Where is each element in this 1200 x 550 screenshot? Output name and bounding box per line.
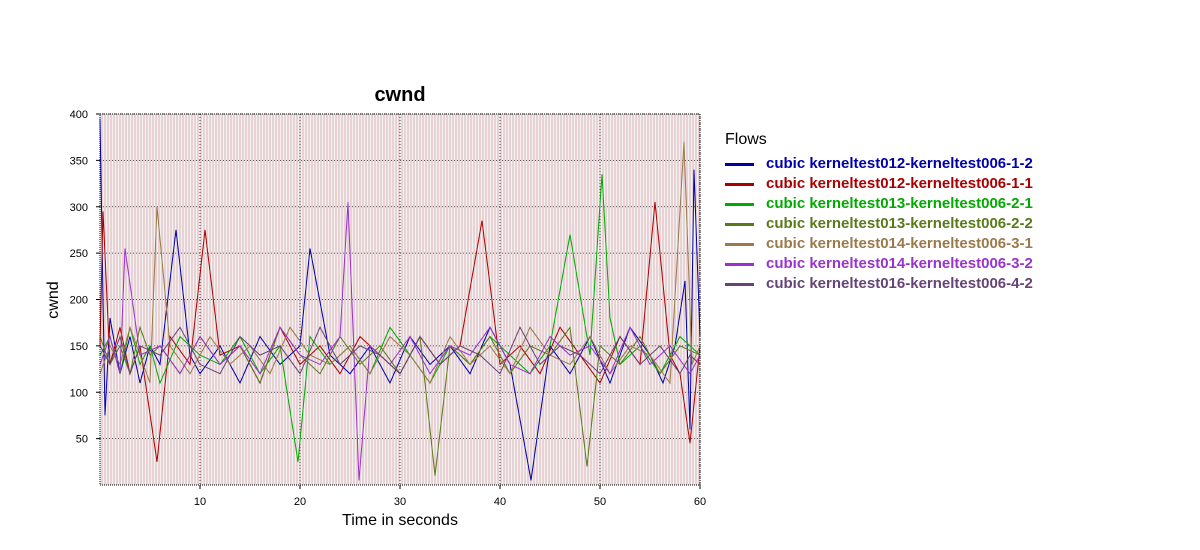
legend-item: cubic kerneltest014-kerneltest006-3-1 [725,234,1033,254]
x-tick-label: 20 [294,496,306,508]
legend-label: cubic kerneltest014-kerneltest006-3-2 [766,255,1033,272]
legend-item: cubic kerneltest014-kerneltest006-3-2 [725,254,1033,274]
y-tick-label: 100 [70,387,88,399]
legend-label: cubic kerneltest013-kerneltest006-2-1 [766,195,1033,212]
legend-item: cubic kerneltest012-kerneltest006-1-1 [725,174,1033,194]
legend-title: Flows [725,131,767,148]
series-lines [99,118,701,481]
legend-label: cubic kerneltest012-kerneltest006-1-1 [766,175,1033,192]
x-tick-label: 10 [194,496,206,508]
y-tick-label: 200 [70,295,88,307]
legend-item: cubic kerneltest013-kerneltest006-2-2 [725,214,1033,234]
legend-swatch [725,162,754,166]
series-line [99,174,701,462]
y-tick-label: 250 [70,248,88,260]
legend-item: cubic kerneltest013-kerneltest006-2-1 [725,194,1033,214]
series-line [99,326,701,376]
legend-item: cubic kerneltest012-kerneltest006-1-2 [725,154,1033,174]
series-line [99,118,701,481]
y-tick-label: 50 [76,434,88,446]
y-tick-label: 150 [70,341,88,353]
y-tick-label: 300 [70,202,88,214]
x-tick-label: 30 [394,496,406,508]
x-tick-label: 50 [594,496,606,508]
legend-item: cubic kerneltest016-kerneltest006-4-2 [725,274,1033,294]
y-tick-label: 400 [70,109,88,121]
background-stripes [101,114,700,485]
legend-swatch [725,242,754,246]
legend-items: cubic kerneltest012-kerneltest006-1-2 cub… [725,154,1033,294]
x-axis-label: Time in seconds [342,512,458,529]
legend-swatch [725,262,754,266]
legend-label: cubic kerneltest016-kerneltest006-4-2 [766,275,1033,292]
x-axis-ticks: 10 20 30 40 50 60 [194,485,706,508]
legend-swatch [725,282,754,286]
y-axis-label: cwnd [45,281,62,318]
legend-swatch [725,182,754,186]
x-tick-label: 60 [694,496,706,508]
legend-label: cubic kerneltest013-kerneltest006-2-2 [766,215,1033,232]
legend-label: cubic kerneltest014-kerneltest006-3-1 [766,235,1033,252]
legend-swatch [725,222,754,226]
y-tick-label: 350 [70,155,88,167]
series-line [99,325,701,476]
chart-title: cwnd [374,84,425,106]
legend-label: cubic kerneltest012-kerneltest006-1-2 [766,155,1033,172]
legend: Flows cubic kerneltest012-kerneltest006-… [725,130,1033,294]
y-axis-ticks: 50 100 150 200 250 300 350 400 [70,109,100,446]
x-tick-label: 40 [494,496,506,508]
series-line [99,202,701,481]
legend-swatch [725,202,754,206]
